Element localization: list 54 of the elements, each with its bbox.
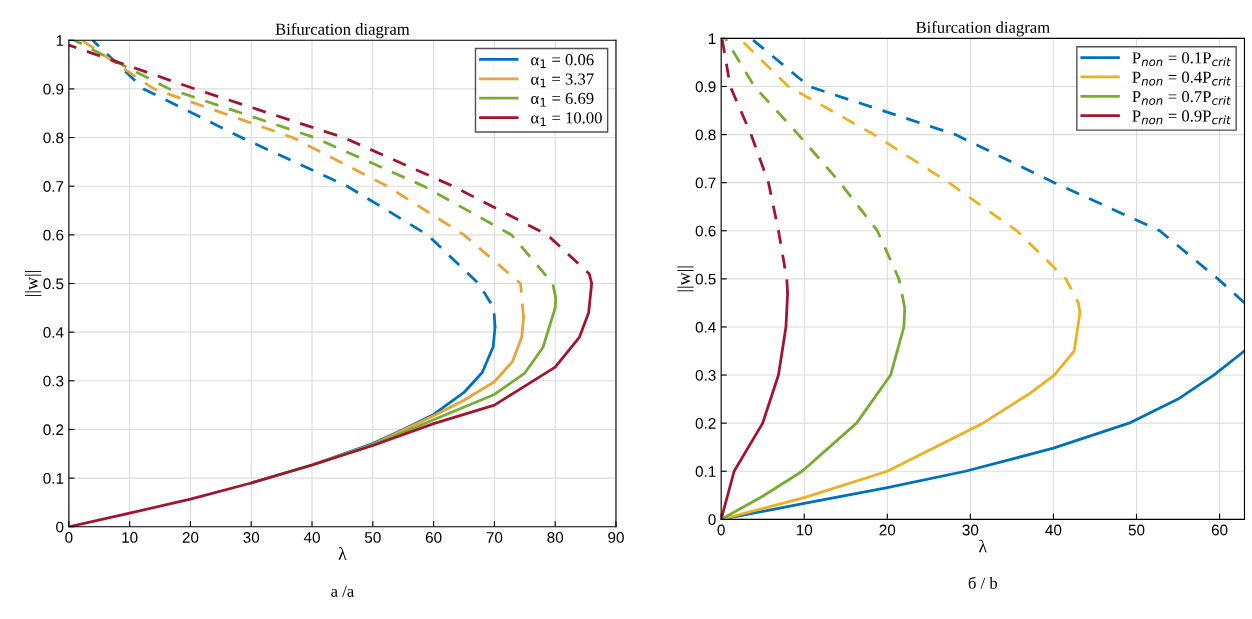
x-axis-title: λ <box>978 539 988 553</box>
y-tick-label: 0.3 <box>695 369 716 381</box>
y-tick-label: 0.2 <box>695 418 716 429</box>
x-tick-label: 40 <box>303 532 320 543</box>
y-tick-label: 0.5 <box>695 273 716 285</box>
legend-label: P$_{non}$ = 0.4P$_{crit}$ <box>1132 71 1232 86</box>
y-tick-label: 0.8 <box>43 132 64 144</box>
y-axis-title: ||w|| <box>677 266 694 292</box>
text: а /а <box>331 585 354 597</box>
y-tick-label: 0.1 <box>695 466 716 477</box>
x-tick-label: 70 <box>486 532 503 543</box>
legend-label: α$_{1}$ = 10.00 <box>531 112 602 127</box>
legend-label: P$_{non}$ = 0.9P$_{crit}$ <box>1132 110 1232 125</box>
y-tick-label: 0.5 <box>43 278 64 290</box>
chart-title: Bifurcation diagram <box>915 21 1050 37</box>
x-tick-label: 20 <box>182 532 199 543</box>
y-tick-label: 0.4 <box>43 327 64 338</box>
y-tick-label: 0.8 <box>695 129 716 141</box>
y-tick-label: 1 <box>708 33 716 44</box>
y-tick-label: 0.4 <box>695 321 716 333</box>
y-tick-label: 0.6 <box>695 225 716 237</box>
x-tick-label: 80 <box>547 532 564 543</box>
x-tick-label: 30 <box>962 524 979 536</box>
x-tick-label: 10 <box>122 532 138 543</box>
y-tick-label: 0.3 <box>43 375 64 387</box>
x-tick-label: 90 <box>608 532 624 543</box>
x-axis-title: λ <box>338 547 347 560</box>
legend-label: P$_{non}$ = 0.7P$_{crit}$ <box>1132 90 1232 105</box>
y-tick-label: 0.7 <box>695 177 716 189</box>
legend-label: P$_{non}$ = 0.1P$_{crit}$ <box>1132 52 1232 67</box>
x-tick-label: 30 <box>243 532 260 543</box>
legend-label: α$_{1}$ = 0.06 <box>531 54 594 68</box>
legend-label: α$_{1}$ = 3.37 <box>531 73 594 88</box>
chart-title: Bifurcation diagram <box>275 22 410 39</box>
y-tick-label: 0.2 <box>43 424 64 436</box>
y-tick-label: 0.9 <box>695 81 716 93</box>
y-tick-label: 0.9 <box>43 83 64 95</box>
y-axis-title: ||w|| <box>24 271 42 296</box>
x-tick-label: 50 <box>1128 524 1145 536</box>
text: б / b <box>968 576 998 589</box>
x-tick-label: 50 <box>364 532 381 543</box>
y-tick-label: 1 <box>56 35 64 46</box>
y-tick-label: 0.6 <box>43 229 64 241</box>
legend-label: α$_{1}$ = 6.69 <box>531 92 594 107</box>
x-tick-label: 60 <box>425 532 442 543</box>
y-tick-label: 0 <box>708 514 716 526</box>
x-tick-label: 10 <box>796 524 813 536</box>
x-tick-label: 60 <box>1211 524 1228 536</box>
x-tick-label: 0 <box>65 532 73 543</box>
x-tick-label: 20 <box>879 524 896 536</box>
y-tick-label: 0.1 <box>43 472 64 484</box>
x-tick-label: 0 <box>717 524 725 536</box>
x-tick-label: 40 <box>1045 524 1062 536</box>
y-tick-label: 0.7 <box>43 181 64 192</box>
